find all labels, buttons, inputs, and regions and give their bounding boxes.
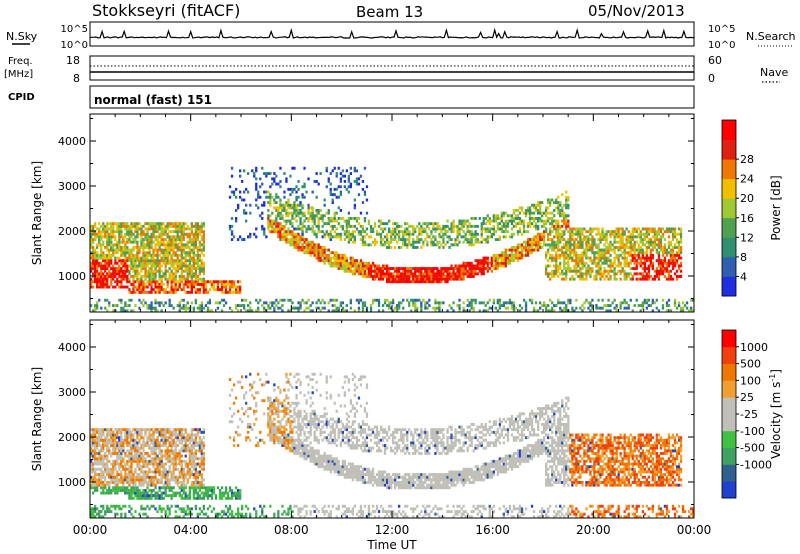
colorbar-tick-label: 16 xyxy=(740,212,754,225)
freq-label: Freq. xyxy=(8,56,33,67)
x-tick-label: 12:00 xyxy=(375,523,410,537)
nsearch-label: N.Search xyxy=(746,30,796,43)
colorbar-swatch xyxy=(722,120,736,140)
colorbar-label-end: ] xyxy=(769,369,783,374)
y-tick-label: 3000 xyxy=(58,386,86,399)
velocity-panel: 1000 2000 3000 4000 Slant Range [km] xyxy=(30,319,695,519)
beam-label: Beam 13 xyxy=(356,3,423,21)
colorbar-tick-label: 8 xyxy=(740,251,747,264)
colorbar-tick-label: 20 xyxy=(740,192,754,205)
noise-trace xyxy=(90,27,695,39)
colorbar-swatch xyxy=(722,256,736,277)
time-axis-label: Time UT xyxy=(366,538,417,552)
x-tick-label: 04:00 xyxy=(173,523,208,537)
colorbar-swatch xyxy=(722,380,736,398)
x-tick-label: 08:00 xyxy=(274,523,309,537)
mode-text: normal (fast) 151 xyxy=(94,93,212,107)
cpid-label: CPID xyxy=(8,92,35,103)
noise-tick-top-right: 10^5 xyxy=(708,24,735,35)
power-colorbar: 4 8 12 16 20 24 28 Power [dB] xyxy=(721,119,783,297)
colorbar-swatch xyxy=(722,430,736,448)
x-tick-label: 20:00 xyxy=(576,523,611,537)
velocity-cells xyxy=(90,372,695,519)
noise-tick-bottom-right: 10^0 xyxy=(708,40,735,51)
colorbar-tick-label: -25 xyxy=(740,408,758,421)
colorbar-swatch xyxy=(722,217,736,238)
velocity-colorbar-label: Velocity [m s-1] xyxy=(768,369,783,459)
colorbar-swatch xyxy=(722,237,736,258)
y-tick-label: 4000 xyxy=(58,135,86,148)
colorbar-tick-label: -100 xyxy=(740,425,765,438)
noise-tick-bottom-left: 10^0 xyxy=(61,40,88,51)
nave-tick-top: 60 xyxy=(708,54,722,67)
station-title: Stokkseyri (fitACF) xyxy=(92,1,240,20)
colorbar-swatch xyxy=(722,330,736,348)
colorbar-swatch xyxy=(722,346,736,364)
power-ylabel: Slant Range [km] xyxy=(30,161,44,265)
colorbar-tick-label: 12 xyxy=(740,231,754,244)
y-tick-label: 1000 xyxy=(58,476,86,489)
nave-tick-bottom: 0 xyxy=(708,72,715,85)
y-tick-label: 1000 xyxy=(58,270,86,283)
freq-unit-label: [MHz] xyxy=(4,69,33,80)
freq-panel: Freq. [MHz] CPID 18 8 60 0 Nave xyxy=(4,54,788,103)
colorbar-label-sup: -1 xyxy=(768,374,777,382)
nsky-label: N.Sky xyxy=(6,30,38,43)
colorbar-swatch xyxy=(722,198,736,219)
x-tick-label: 16:00 xyxy=(475,523,510,537)
colorbar-tick-label: 100 xyxy=(740,374,761,387)
colorbar-swatch xyxy=(722,276,736,297)
noise-tick-top-left: 10^5 xyxy=(61,24,88,35)
y-tick-label: 2000 xyxy=(58,225,86,238)
x-tick-label: 00:00 xyxy=(677,523,712,537)
colorbar-tick-label: -500 xyxy=(740,442,765,455)
colorbar-tick-label: 500 xyxy=(740,358,761,371)
colorbar-label-text: Power [dB] xyxy=(769,175,783,240)
colorbar-tick-label: 28 xyxy=(740,153,754,166)
power-cells xyxy=(90,166,695,313)
time-axis: 00:00 04:00 08:00 12:00 16:00 20:00 00:00 xyxy=(73,523,712,537)
colorbar-swatch xyxy=(722,178,736,199)
colorbar-tick-label: 24 xyxy=(740,173,754,186)
velocity-ylabel: Slant Range [km] xyxy=(30,367,44,471)
colorbar-swatch xyxy=(722,414,736,432)
colorbar-swatch xyxy=(722,481,736,499)
freq-tick-bottom: 8 xyxy=(73,72,80,85)
x-tick-label: 00:00 xyxy=(73,523,108,537)
y-tick-label: 2000 xyxy=(58,431,86,444)
noise-panel: N.Sky 10^5 10^0 10^5 10^0 N.Search xyxy=(6,21,796,51)
colorbar-tick-label: 25 xyxy=(740,391,754,404)
power-colorbar-label: Power [dB] xyxy=(769,175,783,240)
colorbar-label-text: Velocity [m s xyxy=(769,382,783,459)
power-panel: 1000 2000 3000 4000 Slant Range [km] xyxy=(30,113,695,313)
colorbar-swatch xyxy=(722,159,736,180)
freq-tick-top: 18 xyxy=(66,54,80,67)
colorbar-tick-label: 1000 xyxy=(740,341,768,354)
colorbar-swatch xyxy=(722,447,736,465)
colorbar-swatch xyxy=(722,363,736,381)
nave-label: Nave xyxy=(760,66,788,79)
date-label: 05/Nov/2013 xyxy=(588,2,685,20)
y-tick-label: 4000 xyxy=(58,341,86,354)
cpid-panel xyxy=(89,85,695,109)
colorbar-swatch xyxy=(722,139,736,160)
colorbar-tick-label: 4 xyxy=(740,270,747,283)
y-tick-label: 3000 xyxy=(58,180,86,193)
colorbar-swatch xyxy=(722,397,736,415)
colorbar-swatch xyxy=(722,464,736,482)
colorbar-tick-label: -1000 xyxy=(740,458,772,471)
